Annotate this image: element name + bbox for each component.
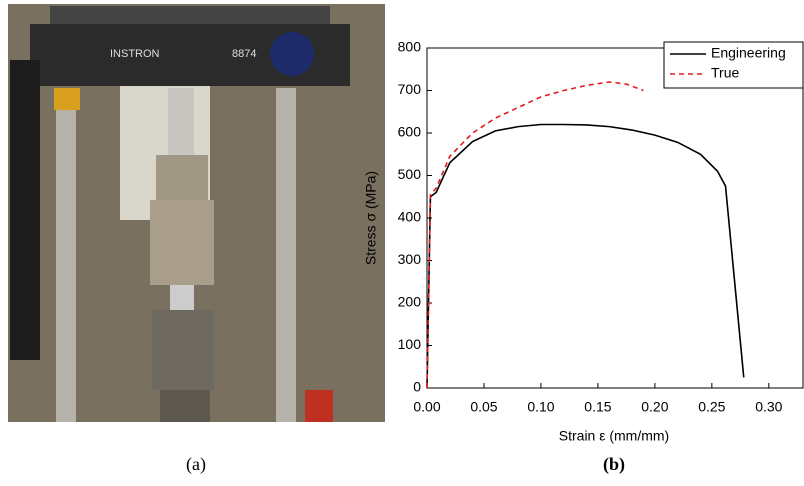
x-tick-label: 0.25 xyxy=(698,399,725,415)
x-tick-label: 0.05 xyxy=(470,399,497,415)
legend-label: Engineering xyxy=(711,45,786,61)
x-tick-label: 0.00 xyxy=(413,399,440,415)
line xyxy=(426,123,745,389)
plot-frame xyxy=(426,47,804,389)
y-tick-label: 100 xyxy=(398,336,422,352)
y-axis-label: Stress σ (MPa) xyxy=(363,171,379,265)
x-axis-label: Strain ε (mm/mm) xyxy=(559,428,669,444)
y-tick-label: 700 xyxy=(398,81,422,97)
y-tick-label: 200 xyxy=(398,294,422,310)
legend-label: True xyxy=(711,65,739,81)
x-tick-label: 0.10 xyxy=(527,399,554,415)
line xyxy=(426,81,644,389)
y-tick-label: 300 xyxy=(398,251,422,267)
y-tick-label: 800 xyxy=(398,39,422,55)
legend xyxy=(663,41,804,89)
y-tick-label: 600 xyxy=(398,124,422,140)
x-tick-label: 0.20 xyxy=(641,399,668,415)
panel-label: (a) xyxy=(186,454,206,475)
svg-text:8874: 8874 xyxy=(232,48,256,60)
svg-text:INSTRON: INSTRON xyxy=(110,48,160,60)
photo: INSTRON 8874 xyxy=(8,4,385,422)
x-tick-label: 0.30 xyxy=(755,399,782,415)
panel-label: (b) xyxy=(603,454,625,475)
y-tick-label: 500 xyxy=(398,166,422,182)
y-tick-label: 400 xyxy=(398,209,422,225)
y-tick-label: 0 xyxy=(413,379,421,395)
x-tick-label: 0.15 xyxy=(584,399,611,415)
